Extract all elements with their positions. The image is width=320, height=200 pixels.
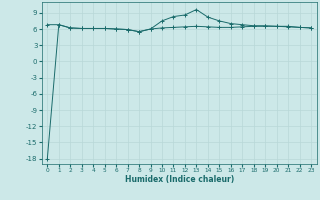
- X-axis label: Humidex (Indice chaleur): Humidex (Indice chaleur): [124, 175, 234, 184]
